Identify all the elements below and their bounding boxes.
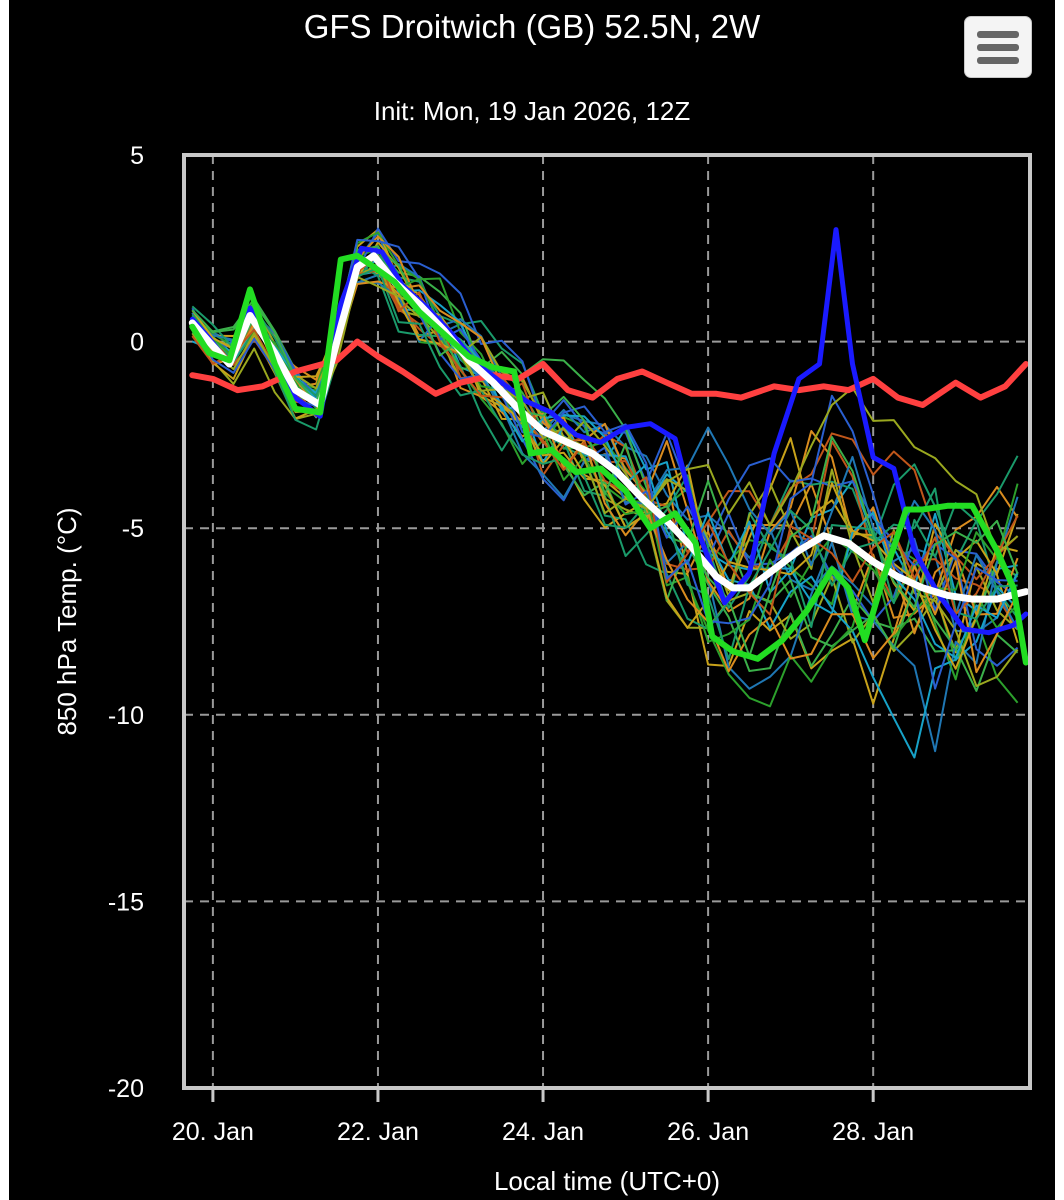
x-tick-label: 26. Jan [667,1118,749,1146]
plot-border [182,153,1032,1090]
chart-subtitle: Init: Mon, 19 Jan 2026, 12Z [373,96,691,126]
x-tick-label: 24. Jan [502,1118,584,1146]
y-tick-label: 0 [130,329,144,357]
chart-menu-button[interactable] [964,16,1032,78]
y-tick-label: -20 [108,1075,144,1103]
x-tick-label: 22. Jan [337,1118,419,1146]
ensemble-member-line [191,255,1019,759]
x-axis-label: Local time (UTC+0) [494,1166,720,1196]
x-tick-label: 28. Jan [832,1118,914,1146]
hamburger-icon [977,44,1019,51]
climatology-line [189,338,1029,408]
series-layer [188,227,1030,666]
chart-title: GFS Droitwich (GB) 52.5N, 2W [303,8,761,45]
y-tick-label: 5 [130,142,144,170]
ensemble-layer [191,227,1019,759]
y-tick-label: -10 [108,702,144,730]
hamburger-icon [977,31,1019,38]
hamburger-icon [977,57,1019,64]
grid-layer [184,155,1030,1102]
ensemble-member-line [191,262,1019,652]
y-tick-label: -5 [122,515,144,543]
x-tick-labels: 20. Jan 22. Jan 24. Jan 26. Jan 28. Jan [172,1118,914,1146]
x-tick-label: 20. Jan [172,1118,254,1146]
ensemble-member-line [191,261,1019,630]
ensemble-member-line [191,263,1019,753]
y-tick-labels: 5 0 -5 -10 -15 -20 [108,142,144,1103]
y-axis-label: 850 hPa Temp. (°C) [52,507,82,735]
operational-run-line [189,252,1029,666]
y-tick-label: -15 [108,888,144,916]
